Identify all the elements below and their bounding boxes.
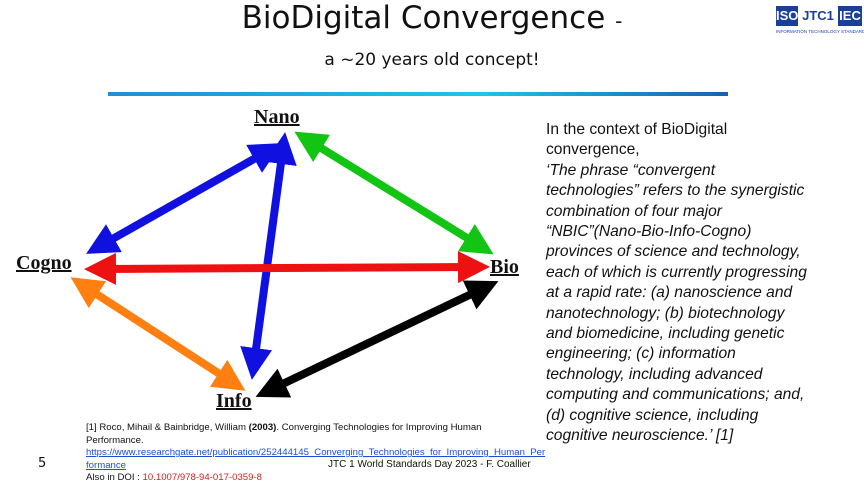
ref-line: Also in DOI : 10.1007/978-94-017-0359-8 xyxy=(86,472,545,485)
node-label: Bio xyxy=(490,256,519,278)
node-label: Info xyxy=(216,390,252,412)
paragraph-line: each of which is currently progressing xyxy=(546,263,807,281)
paragraph-line: convergence, xyxy=(546,141,640,159)
paragraph-line: nanotechnology; (b) biotechnology xyxy=(546,304,785,322)
ref-line: Performance. xyxy=(86,434,144,446)
paragraph: In the context of BioDigital convergence,… xyxy=(546,120,807,447)
doi: 10.1007/978-94-017-0359-8 xyxy=(142,472,263,483)
arrow-info-bio xyxy=(255,280,499,398)
ref-text: . Converging Technologies for Improving … xyxy=(276,422,482,433)
subtitle: a ~20 years old concept! xyxy=(324,50,540,70)
node-label: Nano xyxy=(254,106,300,128)
arrows xyxy=(70,131,499,398)
paragraph-line: computing and communications; and, xyxy=(546,386,805,404)
node-label: Cogno xyxy=(16,252,72,274)
ref-year: (2003) xyxy=(248,422,277,433)
logo-jtc: JTC1 xyxy=(802,8,834,23)
title: BioDigital Convergence - xyxy=(0,0,864,36)
paragraph-line: technology, including advanced xyxy=(546,365,763,383)
page-number: 5 xyxy=(38,456,47,471)
arrow-nano-info xyxy=(240,132,297,380)
logo-iec: IEC xyxy=(838,6,862,26)
footer: JTC 1 World Standards Day 2023 - F. Coal… xyxy=(328,459,531,470)
paragraph-line: “NBIC”(Nano-Bio-Info-Cogno) xyxy=(546,223,752,241)
logo: ISO JTC1 IEC INFORMATION TECHNOLOGY STAN… xyxy=(776,4,864,38)
title-text: BioDigital Convergence xyxy=(241,0,606,36)
paragraph-line: (d) cognitive science, including xyxy=(546,406,759,424)
doi-label: Also in DOI : xyxy=(86,472,143,483)
ref-line: [1] Roco, Mihail & Bainbridge, William (… xyxy=(86,422,545,435)
paragraph-line: In the context of BioDigital xyxy=(546,121,728,138)
paragraph-line: provinces of science and technology, xyxy=(546,243,801,261)
diagram xyxy=(70,131,499,398)
reference: [1] Roco, Mihail & Bainbridge, William (… xyxy=(86,422,545,485)
paragraph-line: and biomedicine, including genetic xyxy=(546,325,785,343)
arrow-cogno-nano xyxy=(86,143,282,254)
title-dash: - xyxy=(615,9,623,33)
ref-link[interactable]: formance xyxy=(86,459,126,471)
logo-tagline: INFORMATION TECHNOLOGY STANDARDS xyxy=(776,29,864,34)
paragraph-line: combination of four major xyxy=(546,202,722,220)
arrow-cogno-bio xyxy=(84,251,490,285)
ref-link[interactable]: https://www.researchgate.net/publication… xyxy=(86,447,546,458)
paragraph-line: at a rapid rate: (a) nanoscience and xyxy=(546,284,793,302)
title-rule xyxy=(108,92,728,96)
ref-text: [1] Roco, Mihail & Bainbridge, William xyxy=(86,422,249,433)
arrow-cogno-info xyxy=(70,277,246,391)
arrow-nano-bio xyxy=(294,131,494,255)
paragraph-line: cognitive neuroscience.’ [1] xyxy=(546,427,734,445)
paragraph-line: engineering; (c) information xyxy=(546,345,736,363)
paragraph-line: ‘The phrase “convergent xyxy=(546,161,716,179)
logo-iso: ISO xyxy=(776,6,798,26)
paragraph-line: technologies” refers to the synergistic xyxy=(546,182,805,200)
